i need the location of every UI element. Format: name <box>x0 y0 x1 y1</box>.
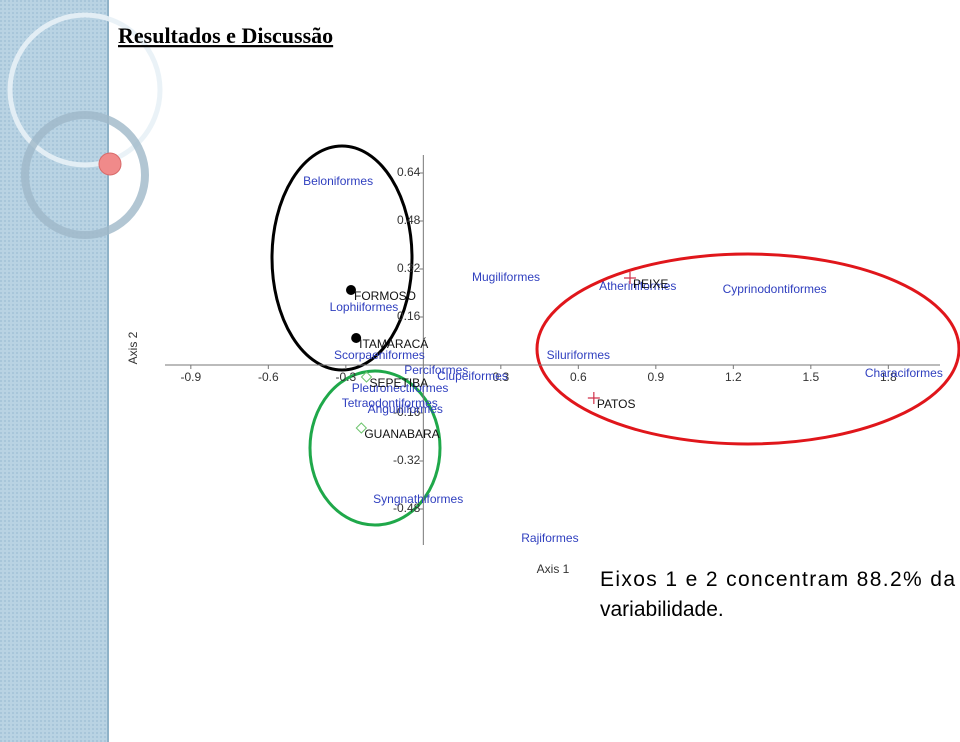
side-bar <box>0 0 108 742</box>
species-label: Pleuronectiformes <box>352 381 449 395</box>
cluster-ellipse <box>535 252 960 446</box>
y-tick-label: -0.32 <box>393 453 421 467</box>
y-tick-label: 0.32 <box>397 261 421 275</box>
x-tick-label: 0.6 <box>570 370 587 384</box>
species-label: Cyprinodontiformes <box>723 282 827 296</box>
site-point <box>355 422 368 434</box>
species-label: Rajiformes <box>521 531 578 545</box>
x-tick-label: -0.9 <box>180 370 201 384</box>
species-label: Syngnathiformes <box>373 492 463 506</box>
species-label: Characiformes <box>865 366 943 380</box>
cluster-ellipse <box>270 144 414 372</box>
x-tick-label: 1.8 <box>880 370 897 384</box>
x-tick-label: 0.3 <box>492 370 509 384</box>
x-axis-label: Axis 1 <box>537 562 570 576</box>
x-tick-label: 1.2 <box>725 370 742 384</box>
x-tick-label: -0.3 <box>335 370 356 384</box>
species-label: Tetraodontiformes <box>342 396 438 410</box>
y-tick-label: -0.48 <box>393 501 421 515</box>
decor-ball <box>98 152 122 176</box>
site-point <box>351 333 362 343</box>
caption-text: Eixos 1 e 2 concentram 88.2% da <box>600 568 955 591</box>
x-tick-label: -0.6 <box>258 370 279 384</box>
y-tick-label: 0.64 <box>397 165 421 179</box>
y-tick-label: 0.48 <box>397 213 421 227</box>
slide-title: Resultados e Discussão <box>118 23 333 48</box>
site-label: PEIXE <box>633 277 668 291</box>
species-label: Lophiiformes <box>330 300 399 314</box>
site-point <box>346 285 356 295</box>
y-tick-label: -0.16 <box>393 405 421 419</box>
site-label: ITAMARACÁ <box>359 336 428 351</box>
site-point <box>624 272 636 284</box>
x-tick-label: 1.5 <box>802 370 819 384</box>
y-axis-label: Axis 2 <box>126 331 140 364</box>
site-label: GUANABARA <box>364 427 439 441</box>
species-label: Anguilliformes <box>368 402 443 416</box>
decor-ring <box>7 12 163 168</box>
site-label: PATOS <box>597 397 636 411</box>
species-label: Clupeiformes <box>437 369 508 383</box>
site-label: SEPETIBA <box>370 376 429 390</box>
site-label: FORMOSO <box>354 289 416 303</box>
site-point <box>360 371 373 383</box>
x-tick-label: 0.9 <box>647 370 664 384</box>
cluster-ellipse <box>308 369 442 527</box>
decor-ring <box>21 111 149 239</box>
caption: Eixos 1 e 2 concentram 88.2% da variabili… <box>600 568 955 621</box>
species-label: Siluriformes <box>547 348 610 362</box>
species-label: Atheriniformes <box>599 279 676 293</box>
species-label: Perciformes <box>404 363 468 377</box>
species-label: Beloniformes <box>303 174 373 188</box>
caption-text: variabilidade. <box>600 598 724 621</box>
species-label: Scorpaeniformes <box>334 348 425 362</box>
species-label: Mugiliformes <box>472 270 540 284</box>
y-tick-label: 0.16 <box>397 309 421 323</box>
site-point <box>587 392 600 404</box>
